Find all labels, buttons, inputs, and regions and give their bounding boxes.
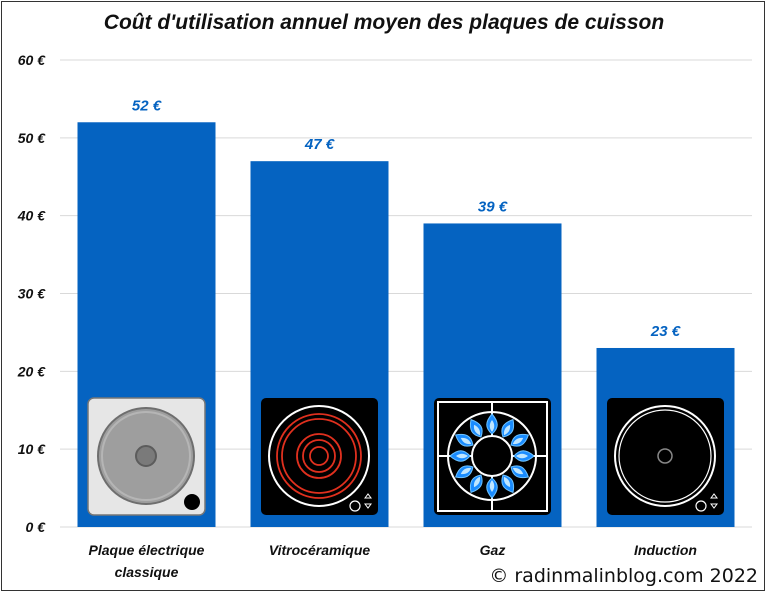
y-tick-label: 40 € — [17, 208, 46, 224]
flame — [469, 474, 483, 494]
flame — [486, 413, 498, 435]
data-labels: 52 € 47 € 39 € 23 € — [132, 97, 681, 340]
data-label: 39 € — [478, 198, 508, 215]
data-label: 47 € — [304, 136, 335, 153]
electric-plate-icon — [87, 397, 206, 516]
category-labels: Plaque électrique classique Vitrocéramique… — [89, 542, 697, 580]
gas-burner-icon — [434, 398, 551, 515]
copyright-credit: © radinmalinblog.com 2022 — [489, 565, 758, 587]
x-tick-label: Vitrocéramique — [269, 542, 371, 558]
flame — [510, 465, 530, 479]
x-tick-label: classique — [115, 564, 179, 580]
data-label: 52 € — [132, 97, 162, 114]
flame — [454, 465, 474, 479]
y-tick-label: 20 € — [17, 363, 46, 379]
flame — [501, 474, 515, 494]
chart-title: Coût d'utilisation annuel moyen des plaq… — [103, 11, 665, 34]
flame — [454, 433, 474, 447]
flame — [513, 450, 535, 462]
y-tick-label: 60 € — [18, 52, 46, 68]
data-label: 23 € — [650, 323, 681, 340]
flame — [469, 418, 483, 438]
y-tick-label: 0 € — [26, 519, 47, 535]
flame — [449, 450, 471, 462]
flame — [510, 433, 530, 447]
ceramic-hob-icon — [261, 398, 378, 515]
x-tick-label: Gaz — [480, 542, 506, 558]
y-tick-label: 50 € — [18, 130, 46, 146]
y-axis-ticks: 0 € 10 € 20 € 30 € 40 € 50 € 60 € — [17, 52, 46, 535]
y-tick-label: 10 € — [18, 441, 46, 457]
flame — [486, 477, 498, 499]
x-tick-label: Induction — [634, 542, 697, 558]
induction-hob-icon — [607, 398, 724, 515]
y-tick-label: 30 € — [18, 286, 46, 302]
flame — [501, 418, 515, 438]
x-tick-label: Plaque électrique — [89, 542, 205, 558]
